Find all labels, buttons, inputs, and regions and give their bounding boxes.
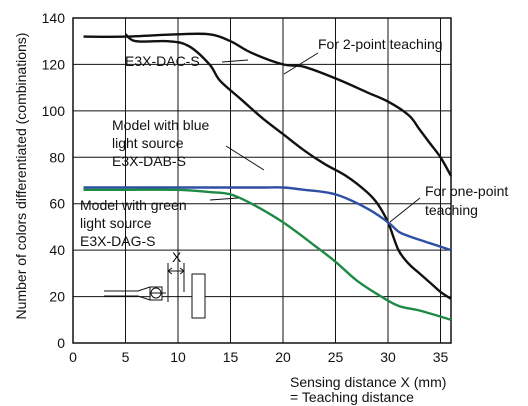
y-tick-label: 140: [42, 10, 66, 26]
x-axis-subtitle: = Teaching distance: [290, 389, 414, 405]
y-tick-label: 60: [49, 196, 65, 212]
x-axis-title: Sensing distance X (mm): [290, 374, 446, 390]
x-tick-label: 5: [122, 349, 130, 365]
label-one-point-1: For one-point: [425, 183, 508, 199]
leader-one-point: [389, 197, 421, 223]
x-tick-label: 30: [380, 349, 396, 365]
plot-frame: [72, 17, 452, 344]
y-tick-label: 40: [49, 242, 65, 258]
x-tick-label: 10: [170, 349, 186, 365]
y-tick-label: 120: [42, 56, 66, 72]
y-tick-label: 0: [57, 335, 65, 351]
label-one-point-2: teaching: [425, 202, 478, 218]
y-tick-label: 80: [49, 149, 65, 165]
x-tick-labels: 0 5 10 15 20 25 30 35: [69, 349, 448, 365]
x-tick-label: 15: [223, 349, 239, 365]
label-e3x-dac-s: E3X-DAC-S: [125, 53, 200, 69]
label-distance-x: X: [172, 249, 182, 265]
series-lines: [83, 32, 453, 321]
leader-blue: [225, 145, 265, 171]
label-green-3: E3X-DAG-S: [80, 233, 155, 249]
y-tick-label: 20: [49, 289, 65, 305]
label-two-point-teaching: For 2-point teaching: [318, 36, 443, 52]
x-tick-label: 25: [328, 349, 344, 365]
x-tick-label: 0: [69, 349, 77, 365]
leader-green: [209, 197, 239, 201]
annotation-leaders: [209, 52, 421, 223]
label-blue-2: light source: [112, 135, 184, 151]
series-line-2: [83, 186, 452, 252]
series-line-3: [83, 188, 452, 321]
x-tick-label: 35: [433, 349, 449, 365]
label-green-2: light source: [80, 215, 152, 231]
leader-two-point: [283, 52, 319, 75]
y-tick-labels: 0 20 40 60 80 100 120 140: [42, 10, 66, 351]
label-blue-3: E3X-DAB-S: [112, 153, 186, 169]
label-blue-1: Model with blue: [112, 117, 209, 133]
y-tick-label: 100: [42, 103, 66, 119]
label-green-1: Model with green: [80, 197, 187, 213]
y-axis-title: Number of colors differentiated (combina…: [13, 33, 29, 320]
leader-e3x-dac-s: [221, 59, 249, 63]
sensor-illustration: [104, 263, 206, 319]
series-line-0: [83, 32, 453, 177]
x-tick-label: 20: [275, 349, 291, 365]
series-line-1: [124, 33, 452, 300]
